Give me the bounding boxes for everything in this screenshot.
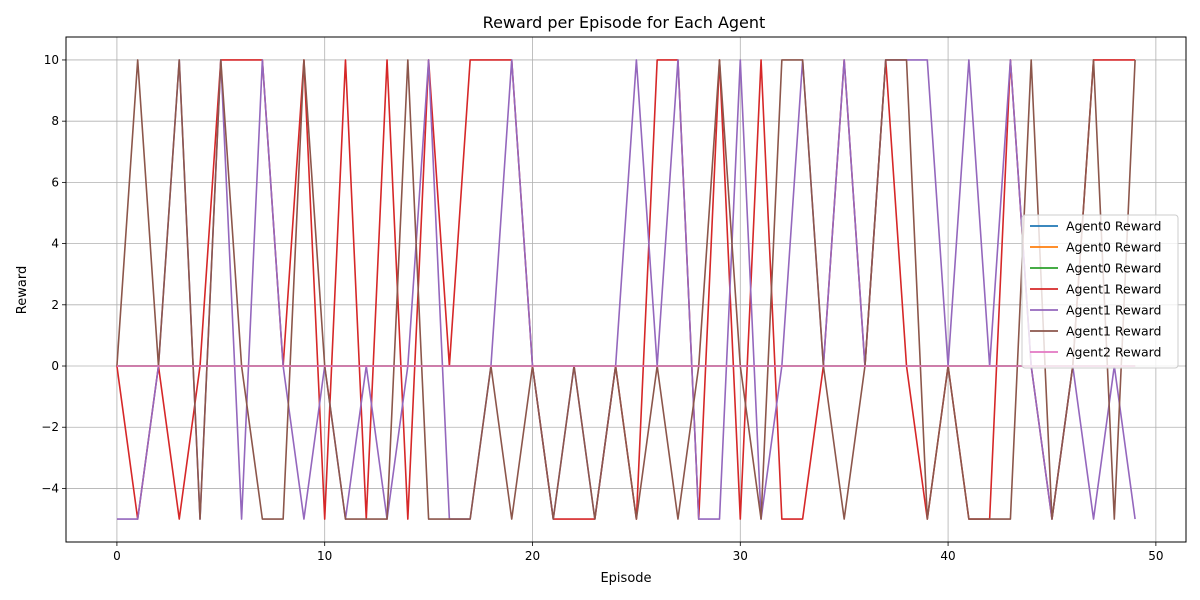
axis-ticks: 0 10 20 30 40 50 −4 −2 0 2 4 6 8 10 [41,53,1163,563]
plot-frame [65,36,1187,543]
legend-entry-label: Agent1 Reward [1066,282,1161,297]
legend-box [1021,214,1179,369]
x-tick-label: 40 [940,549,955,563]
series-line-5 [116,59,1136,520]
y-tick-label: −4 [41,481,59,495]
y-tick-label: 10 [44,53,59,67]
legend-entry-label: Agent1 Reward [1066,303,1161,318]
y-tick-label: 0 [51,359,59,373]
legend-entry-label: Agent0 Reward [1066,240,1161,255]
x-tick-label: 0 [113,549,121,563]
legend-entry-label: Agent1 Reward [1066,324,1161,339]
legend-entry-label: Agent2 Reward [1066,345,1161,360]
x-axis-label: Episode [600,571,651,586]
grid [66,37,1186,542]
legend-entry-label: Agent0 Reward [1066,261,1161,276]
y-tick-label: 8 [51,114,59,128]
series-lines [116,59,1136,520]
legend: Agent0 Reward Agent0 Reward Agent0 Reward A… [1021,214,1179,369]
y-axis-label: Reward [15,266,30,314]
x-tick-label: 50 [1148,549,1163,563]
series-line-4 [116,59,1136,520]
legend-entry-label: Agent0 Reward [1066,219,1161,234]
y-tick-label: −2 [41,420,59,434]
chart-title: Reward per Episode for Each Agent [483,13,766,32]
y-tick-label: 6 [51,175,59,189]
x-tick-label: 10 [317,549,332,563]
x-tick-label: 20 [525,549,540,563]
y-tick-label: 4 [51,237,59,251]
y-tick-label: 2 [51,298,59,312]
x-tick-label: 30 [733,549,748,563]
series-line-3 [116,59,1136,520]
